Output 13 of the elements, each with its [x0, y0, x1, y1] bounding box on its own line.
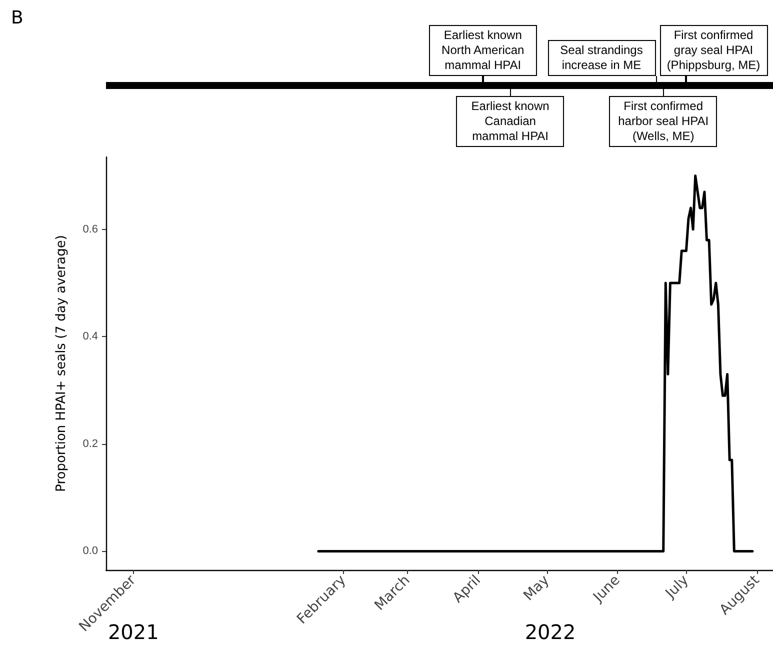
chart-title: B — [11, 8, 24, 28]
ref-line-label: Earliest known Canadian mammal HPAI — [456, 96, 564, 147]
text: 2022 — [524, 620, 576, 644]
ref-line-label: Seal strandings increase in ME — [548, 40, 656, 76]
ref-line-label: Earliest known North American mammal HPAI — [428, 25, 537, 76]
y-axis-title: Proportion HPAI+ seals (7 day average) — [54, 235, 69, 492]
line-series — [317, 174, 754, 552]
y-tick-label: 0.6 — [82, 223, 98, 236]
y-tick-label: 0.2 — [82, 438, 98, 450]
ref-line-label: First confirmed harbor seal HPAI (Wells, ME) — [609, 96, 718, 147]
ref-line-label: First confirmed gray seal HPAI (Phippsburg, ME) — [660, 25, 768, 76]
y-tick-label: 0.4 — [82, 330, 98, 343]
y-tick-label: 0.0 — [82, 545, 98, 558]
